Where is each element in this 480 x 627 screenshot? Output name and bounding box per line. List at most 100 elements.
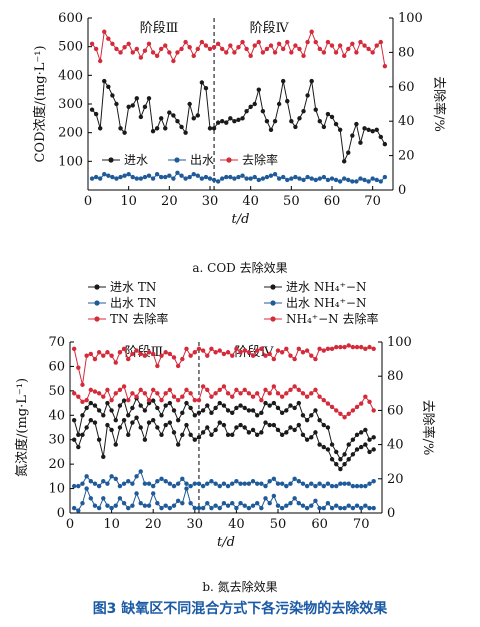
- series-0-point: [371, 435, 376, 440]
- series-4-point: [242, 387, 247, 393]
- series-2-point: [183, 39, 188, 45]
- series-4-point: [92, 389, 98, 394]
- series-2-point: [207, 46, 213, 52]
- series-0-point: [130, 103, 135, 108]
- series-2: [71, 469, 376, 489]
- series-4-point: [267, 391, 272, 396]
- series-5-point: [113, 360, 118, 365]
- series-1-point: [285, 177, 290, 183]
- series-0-point: [93, 111, 99, 117]
- series-4-point: [142, 391, 148, 396]
- series-2-point: [199, 39, 205, 45]
- series-4-point: [221, 384, 227, 389]
- series-3-point: [338, 505, 343, 511]
- series-4: [71, 384, 376, 420]
- series-1-point: [105, 422, 110, 428]
- series-0-point: [184, 400, 189, 406]
- series-1-point: [163, 422, 168, 428]
- series-5-point: [71, 346, 77, 352]
- series-5-point: [171, 355, 177, 360]
- series-0-point: [175, 417, 181, 423]
- series-1-point: [142, 437, 148, 442]
- series-3-point: [121, 501, 127, 506]
- series-4-point: [71, 391, 77, 396]
- series-4-point: [259, 397, 264, 403]
- x-tick-label: 30: [202, 194, 219, 209]
- series-2-point: [236, 45, 241, 50]
- series-0-point: [354, 432, 360, 438]
- series-1-point: [304, 437, 310, 442]
- y2-tick-label: 80: [387, 369, 404, 384]
- series-2-point: [363, 483, 368, 489]
- series-3-point: [117, 496, 123, 501]
- series-1-point: [138, 176, 144, 181]
- series-5-point: [309, 353, 314, 358]
- series-2-point: [359, 483, 364, 489]
- series-5-point: [76, 365, 81, 370]
- series-4-point: [121, 384, 127, 389]
- series-3-point: [259, 505, 264, 511]
- series-4-point: [359, 401, 364, 406]
- y2-tick-label: 80: [398, 45, 415, 60]
- series-1-point: [171, 430, 177, 435]
- legend-label: 去除率: [242, 152, 278, 167]
- series-2-point: [329, 43, 335, 48]
- series-0-point: [275, 405, 281, 411]
- series-0-point: [313, 107, 318, 112]
- series-0-point: [374, 127, 379, 132]
- series-2-point: [346, 481, 351, 486]
- series-2-point: [370, 50, 375, 55]
- series-1-point: [313, 177, 318, 183]
- series-1-point: [346, 177, 351, 183]
- series-0-point: [130, 405, 135, 411]
- series-0-point: [105, 400, 110, 406]
- series-5-point: [80, 382, 85, 387]
- series-1-point: [215, 179, 221, 184]
- series-5-point: [205, 353, 210, 358]
- series-3-point: [267, 501, 272, 506]
- series-1-point: [289, 176, 294, 181]
- series-3-point: [300, 503, 306, 508]
- series-3-point: [175, 498, 181, 503]
- series-0: [71, 395, 376, 462]
- series-1-point: [240, 173, 245, 178]
- series-1-point: [150, 176, 156, 181]
- series-2-point: [296, 479, 301, 484]
- series-0-point: [255, 413, 260, 418]
- series-2-point: [234, 479, 239, 484]
- series-2-point: [180, 476, 185, 481]
- y-tick-label: 70: [48, 335, 65, 350]
- series-3-point: [138, 501, 143, 506]
- x-tick-label: 0: [84, 194, 92, 209]
- series-3-point: [180, 501, 185, 506]
- series-1-point: [134, 415, 139, 420]
- series-0-point: [250, 408, 256, 413]
- series-2-point: [268, 43, 274, 48]
- series-0-point: [366, 127, 371, 132]
- series-1-point: [350, 452, 356, 457]
- y-tick-label: 200: [58, 126, 83, 141]
- series-1-point: [371, 447, 376, 452]
- series-1-point: [276, 176, 282, 181]
- series-1-point: [192, 437, 197, 442]
- series-2-point: [130, 50, 135, 55]
- series-0-point: [80, 413, 85, 418]
- series-0-point: [300, 413, 306, 418]
- series-4-point: [313, 387, 318, 393]
- series-2-point: [138, 55, 144, 60]
- series-2-point: [117, 483, 123, 489]
- series-2-point: [329, 483, 335, 489]
- series-0-point: [296, 400, 301, 406]
- series-0-point: [183, 130, 188, 135]
- series-0-point: [271, 400, 277, 406]
- series-0-point: [334, 449, 339, 455]
- series-0-point: [292, 405, 297, 411]
- series-0-point: [142, 104, 148, 110]
- series-1-point: [187, 174, 192, 180]
- series-5-point: [184, 346, 189, 352]
- series-2-point: [252, 43, 257, 48]
- series-2-point: [224, 50, 229, 55]
- series-5-point: [321, 348, 326, 353]
- series-1-point: [271, 422, 277, 428]
- series-1-point: [175, 442, 181, 447]
